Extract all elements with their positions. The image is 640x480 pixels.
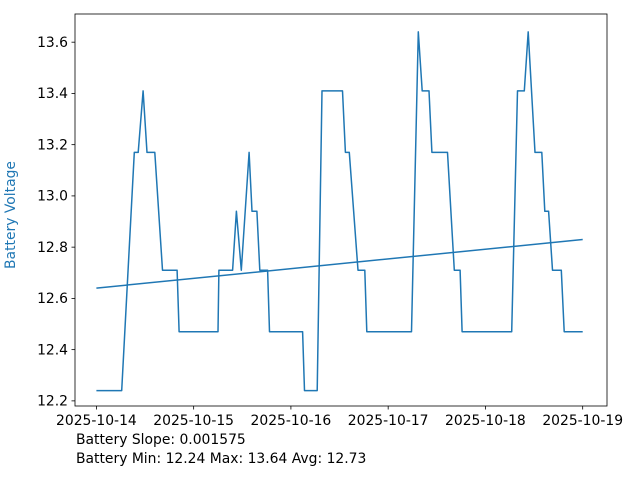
series-battery-voltage: [96, 31, 583, 392]
battery-slope-text: Battery Slope: 0.001575: [76, 432, 246, 448]
y-tick-label: 12.4: [37, 342, 68, 358]
series-trend-line: [96, 238, 583, 289]
stats-text-block: Battery Slope: 0.001575 Battery Min: 12.…: [76, 431, 366, 468]
x-tick-label: 2025-10-16: [251, 413, 332, 429]
y-axis-label: Battery Voltage: [3, 161, 19, 269]
x-tick-label: 2025-10-19: [542, 413, 623, 429]
y-tick-label: 12.2: [37, 394, 68, 410]
y-tick-label: 13.0: [37, 189, 68, 205]
y-tick-label: 12.8: [37, 240, 68, 256]
x-tick-label: 2025-10-18: [445, 413, 526, 429]
y-tick-label: 13.4: [37, 86, 68, 102]
y-tick-label: 12.6: [37, 291, 68, 307]
y-tick-label: 13.6: [37, 35, 68, 51]
x-tick-label: 2025-10-17: [348, 413, 429, 429]
y-tick-label: 13.2: [37, 137, 68, 153]
x-tick-label: 2025-10-14: [56, 413, 137, 429]
plot-frame: [74, 13, 608, 407]
battery-min-max-avg-text: Battery Min: 12.24 Max: 13.64 Avg: 12.73: [76, 450, 367, 467]
x-tick-label: 2025-10-15: [153, 413, 234, 429]
